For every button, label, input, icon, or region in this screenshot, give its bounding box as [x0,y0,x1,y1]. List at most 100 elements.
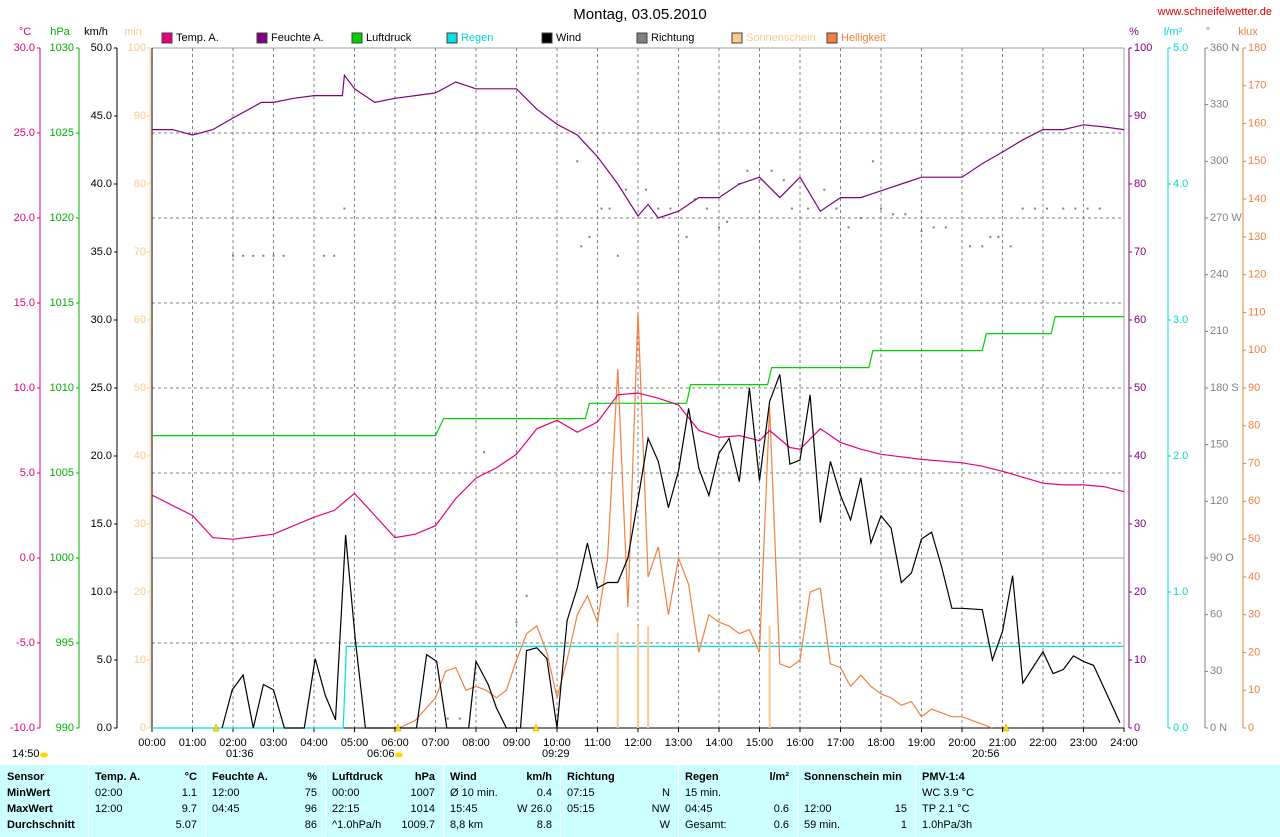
column-unit: % [307,771,317,783]
y-tick-label: 1005 [50,467,74,479]
y-tick-label: 40 [1134,450,1146,462]
direction-dot [1062,207,1065,210]
direction-dot [770,169,773,172]
cell-text: 8,8 km [450,819,484,831]
row-label: MinWert [7,787,51,799]
direction-dot [880,207,882,210]
direction-dot [580,245,583,248]
y-tick-label: 2.0 [1173,450,1188,462]
annotation: 20:56 [972,748,1000,760]
y-tick-label: 270 W [1210,212,1242,224]
direction-dot [871,160,874,163]
cell-value: N [662,787,670,799]
y-tick-label: 160 [1248,117,1266,129]
source: www.schneifelwetter.de [1157,6,1272,18]
sun-icon [40,752,48,758]
y-tick-label: 80 [1248,420,1260,432]
series-line [152,73,1125,219]
direction-dot [458,717,461,720]
x-tick-label: 03:00 [260,737,288,749]
annotation: 09:29 [542,748,570,760]
axis-unit: km/h [84,26,108,38]
direction-dot [1021,207,1024,210]
direction-dot [835,207,838,210]
direction-dot [333,254,336,257]
direction-dot [669,207,672,210]
cell-text: 05:15 [567,803,595,815]
direction-dot [645,188,648,191]
row-label: Durchschnitt [7,819,75,831]
row-label: MaxWert [7,803,53,815]
column-separator [325,765,326,837]
x-tick-label: 23:00 [1070,737,1098,749]
y-tick-label: 70 [1248,457,1260,469]
y-tick-label: 150 [1248,155,1266,167]
cell-text: Gesamt: [685,819,727,831]
direction-dot [483,451,486,454]
direction-dot [608,207,611,210]
column-title: Regen [685,771,719,783]
annotation: 01:36 [226,748,254,760]
y-tick-label: 40 [134,450,146,462]
direction-dot [323,254,326,257]
legend-swatch [541,32,553,44]
x-tick-label: 14:00 [705,737,733,749]
y-tick-label: 120 [1210,495,1228,507]
column-unit: °C [184,771,197,783]
column-unit: km/h [526,771,552,783]
y-tick-label: 0.0 [1173,722,1188,734]
y-tick-label: 90 [134,110,146,122]
x-tick-label: 02:00 [219,737,247,749]
direction-dot [242,254,245,257]
y-tick-label: 50 [1248,533,1260,545]
direction-dot [446,717,449,720]
cell-value: 0.6 [773,819,789,831]
y-tick-label: 90 O [1210,552,1234,564]
cell-value: 0.6 [773,803,789,815]
direction-dot [920,230,923,233]
y-tick-label: 30 [1248,609,1260,621]
cell-text: 12:00 [95,803,123,815]
direction-dot [576,160,579,163]
x-tick-label: 19:00 [908,737,936,749]
direction-dot [588,235,591,238]
direction-dot [932,226,935,229]
direction-dot [790,207,793,210]
cell-text: 1.0hPa/3h [922,819,973,831]
y-tick-label: 70 [1134,246,1146,258]
cell-value: 1007 [410,787,435,799]
sun-marker [532,723,540,732]
x-tick-label: 24:00 [1110,737,1138,749]
y-tick-label: 10 [1134,654,1146,666]
direction-dot [1086,207,1089,210]
axis-unit: hPa [50,26,70,38]
y-tick-label: 15.0 [14,297,35,309]
legend-swatch [161,32,173,44]
series-line [151,392,1125,540]
direction-dot [1098,207,1101,210]
cell-text: 07:15 [567,787,595,799]
direction-dot [272,254,275,257]
y-tick-label: 60 [1248,495,1260,507]
sun-icon [395,752,403,758]
column-title: Temp. A. [95,771,141,783]
y-tick-label: 20.0 [14,212,35,224]
column-title: Sonnenschein min [804,771,902,783]
direction-dot [859,217,862,219]
legend-label: Feuchte A. [271,32,324,44]
cell-text: 22:15 [332,803,360,815]
cell-value: 1009.7 [401,819,435,831]
y-tick-label: 20 [134,586,146,598]
direction-dot [1009,245,1012,248]
y-tick-label: 50 [134,382,146,394]
direction-dot [657,207,660,210]
y-tick-label: 5.0 [20,467,35,479]
y-tick-label: 5.0 [97,654,112,666]
x-tick-label: 16:00 [786,737,814,749]
column-title: Sensor [7,771,45,783]
y-tick-label: 80 [1134,178,1146,190]
direction-dot [262,254,265,257]
y-tick-label: 0.0 [20,552,35,564]
y-tick-label: 1.0 [1173,586,1188,598]
y-tick-label: 15.0 [91,518,112,530]
